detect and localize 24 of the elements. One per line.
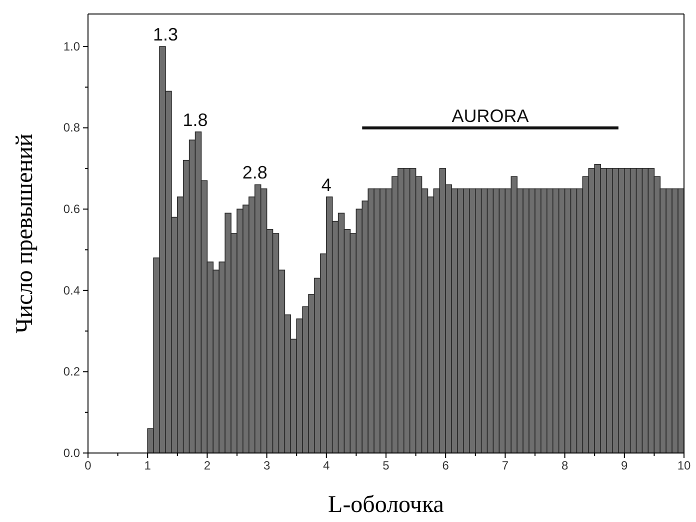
x-tick-label: 10 [677,458,691,473]
x-tick-label: 5 [382,458,390,473]
x-tick-label: 0 [84,458,92,473]
x-tick-label: 1 [144,458,152,473]
x-tick-label: 7 [502,458,509,473]
annotation: 4 [321,174,332,195]
x-tick-label: 9 [621,458,628,473]
y-tick-label: 0.6 [63,202,80,216]
annotation: 2.8 [242,162,268,183]
x-axis-title: L-оболочка [328,492,444,518]
x-tick-label: 6 [442,458,450,473]
x-tick-label: 3 [263,458,270,473]
y-tick-label: 0.2 [63,364,80,379]
y-tick-label: 0.8 [63,120,80,135]
y-tick-label: 0.0 [63,446,80,460]
y-axis-title: Число превышений [12,134,38,334]
annotation: 1.8 [182,110,208,130]
x-tick-label: 8 [561,458,568,473]
y-tick-label: 0.4 [63,283,80,298]
annotation: 1.3 [152,24,178,45]
x-tick-label: 2 [204,458,211,473]
y-tick-label: 1.0 [63,39,80,54]
annotation: AURORA [452,106,529,126]
x-tick-label: 4 [323,458,330,473]
